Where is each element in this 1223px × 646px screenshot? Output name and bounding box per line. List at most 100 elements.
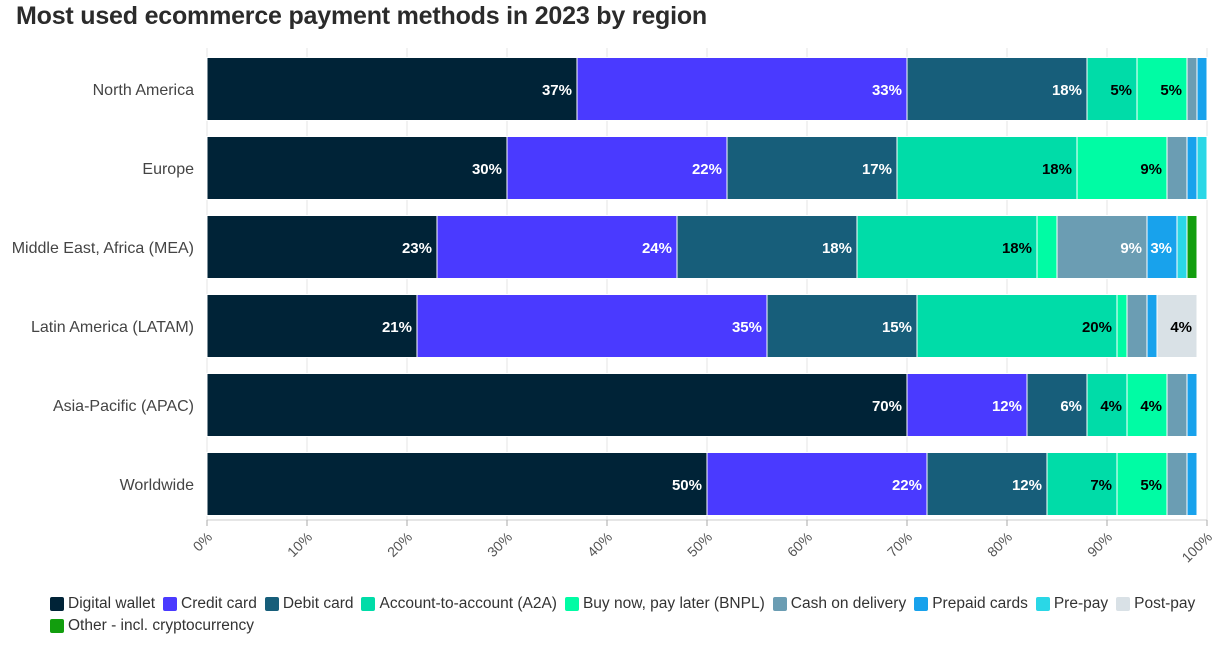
bar-segment [1126,294,1148,358]
data-label: 35% [732,319,762,336]
bar-segment [706,452,928,516]
bar-segment [1186,57,1198,121]
bar-segment [676,215,858,279]
bar-segment [1196,57,1208,121]
bar-segment [1186,452,1198,516]
y-axis-labels: North America Europe Middle East, Africa (… [12,82,194,494]
legend-item[interactable]: Pre-pay [1035,594,1109,614]
data-label: 5% [1160,82,1182,99]
legend-label: Buy now, pay later (BNPL) [582,595,765,612]
legend-item[interactable]: Credit card [163,594,257,614]
bar-segment [1166,136,1188,200]
legend-label: Credit card [181,595,257,612]
legend-item[interactable]: Debit card [264,594,354,614]
x-tick-label: 80% [984,529,1015,560]
data-label: 22% [892,477,922,494]
data-label: 6% [1060,398,1082,415]
legend-swatch [361,597,376,611]
data-label: 18% [1002,240,1032,257]
bar-segment [1116,294,1128,358]
x-tick-label: 40% [584,529,615,560]
legend-swatch [1116,597,1131,611]
bar-segment [206,373,908,437]
x-tick-label: 50% [684,529,715,560]
data-label: 18% [1042,161,1072,178]
data-label: 33% [872,82,902,99]
legend-label: Digital wallet [68,595,156,612]
data-label: 3% [1150,240,1172,257]
x-tick-label: 90% [1084,529,1115,560]
data-label: 70% [872,398,902,415]
bars [206,57,1208,516]
bar-segment [206,57,578,121]
legend-item[interactable]: Digital wallet [50,594,155,614]
data-label: 4% [1170,319,1192,336]
bar-segment [206,215,438,279]
category-label: Europe [142,161,194,178]
bar-segment [1186,373,1198,437]
bar-segment [1076,136,1168,200]
data-label: 9% [1120,240,1142,257]
legend-item[interactable]: Buy now, pay later (BNPL) [564,594,765,614]
data-label: 20% [1082,319,1112,336]
bar-segment [506,136,728,200]
x-tick-label: 20% [384,529,415,560]
category-label: North America [93,82,194,99]
bar-segment [906,373,1028,437]
data-label: 15% [882,319,912,336]
data-label: 37% [542,82,572,99]
gridlines [206,48,1208,521]
bar-segment [1156,294,1198,358]
bar-segment [206,136,508,200]
legend-label: Pre-pay [1053,595,1109,612]
category-label: Worldwide [120,477,195,494]
bar-segment [436,215,678,279]
legend-swatch [50,597,64,611]
bar-segment [766,294,918,358]
bar-segment [906,57,1088,121]
x-tick-label: 10% [284,529,315,560]
data-label: 22% [692,161,722,178]
legend-swatch [772,597,787,611]
legend-item[interactable]: Prepaid cards [914,594,1028,614]
legend-swatch [50,619,64,633]
legend-swatch [1035,597,1050,611]
bar-segment [916,294,1118,358]
bar-segment [1036,215,1058,279]
bar-segment [856,215,1038,279]
legend-item[interactable]: Other - incl. cryptocurrency [50,616,254,636]
x-tick-label: 70% [884,529,915,560]
data-label: 30% [472,161,502,178]
bar-segment [1086,373,1128,437]
bar-segment [416,294,768,358]
bar-segment [1166,373,1188,437]
data-label: 23% [402,240,432,257]
bar-segment [1186,136,1198,200]
category-label: Middle East, Africa (MEA) [12,240,194,257]
legend-item[interactable]: Account-to-account (A2A) [361,594,557,614]
legend: Digital wallet Credit card Debit card Accou… [50,594,1210,636]
bar-segment [1196,136,1208,200]
legend-label: Other - incl. cryptocurrency [68,617,255,634]
bar-segment [926,452,1048,516]
data-label: 18% [1052,82,1082,99]
data-label: 50% [672,477,702,494]
legend-label: Debit card [282,595,354,612]
legend-label: Post-pay [1134,595,1196,612]
data-label: 5% [1140,477,1162,494]
data-label: 17% [862,161,892,178]
legend-swatch [564,597,579,611]
bar-segment [896,136,1078,200]
x-tick-label: 0% [189,529,215,555]
legend-item[interactable]: Cash on delivery [772,594,906,614]
legend-item[interactable]: Post-pay [1116,594,1195,614]
bar-segment [1186,215,1198,279]
legend-swatch [163,597,178,611]
x-axis-ticks: 0% 10% 20% 30% 40% 50% 60% 70% 80% 90% 100% [189,520,1215,565]
legend-swatch [264,597,279,611]
data-label: 4% [1100,398,1122,415]
bar-segment [576,57,908,121]
bar-segment [1136,57,1188,121]
data-label: 4% [1140,398,1162,415]
